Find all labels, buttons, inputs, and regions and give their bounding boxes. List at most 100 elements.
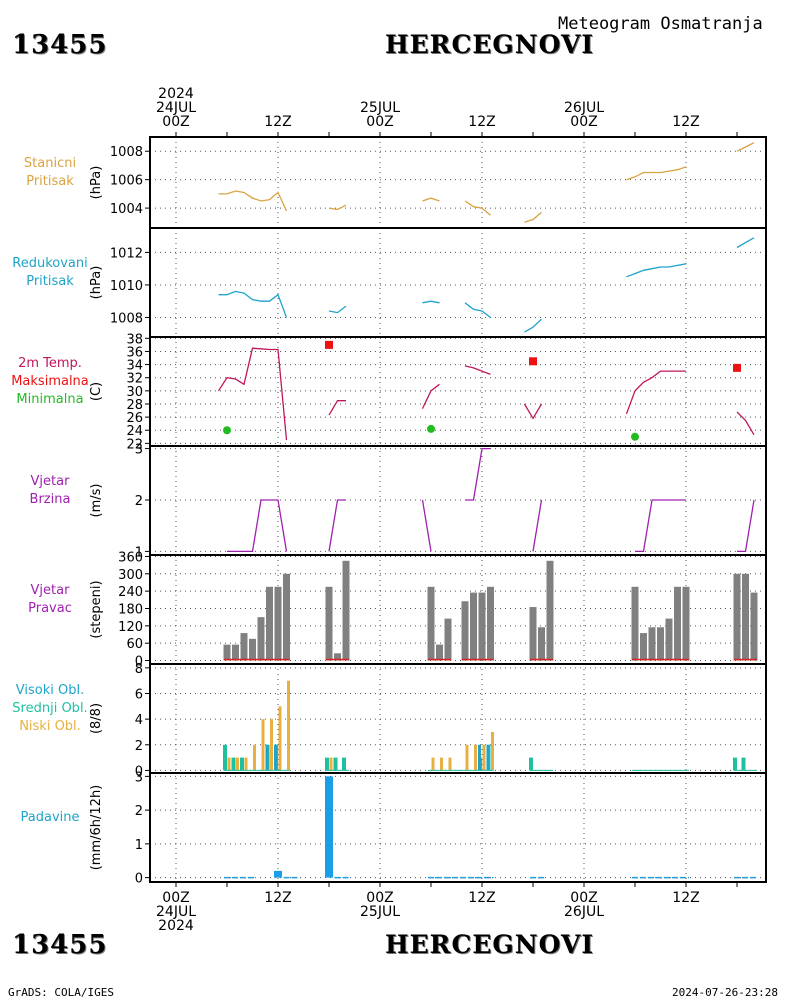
- station-pressure-line: [328, 204, 347, 211]
- footer-credit: GrADS: COLA/IGES: [8, 986, 114, 999]
- y-tick-label: 4: [135, 713, 143, 728]
- wind-direction-bar: [342, 560, 350, 661]
- time-label-line: 12Z: [672, 890, 700, 906]
- footer-timestamp: 2024-07-26-23:28: [672, 986, 778, 999]
- y-tick-label: 1010: [110, 279, 143, 294]
- wind-direction-bar: [529, 607, 537, 661]
- time-label-line: 26JUL: [564, 100, 604, 116]
- station-pressure-line: [626, 166, 687, 181]
- panel-label-line: Redukovani: [12, 255, 88, 271]
- wind-direction-bar: [436, 644, 443, 661]
- time-label-line: 25JUL: [360, 100, 400, 116]
- reduced-pressure-line: [626, 263, 687, 278]
- bottom-time-label: 12Z: [238, 891, 318, 905]
- footer-station-code: 13455: [12, 930, 108, 960]
- wind-direction-bar: [461, 601, 469, 661]
- panel-label-line: Visoki Obl.: [15, 682, 85, 698]
- top-time-label: 2024 24JUL 00Z: [136, 87, 216, 129]
- footer-station-name: HERCEGNOVI: [385, 930, 595, 959]
- station-pressure-line: [736, 142, 755, 152]
- wind-speed-line: [737, 499, 755, 553]
- wind-direction-bar: [742, 573, 749, 661]
- panel-label-line: Padavine: [20, 809, 80, 825]
- precip-bar: [274, 870, 282, 878]
- low-cloud-bar: [465, 744, 469, 771]
- unit-label: (hPa): [89, 166, 104, 200]
- time-label-line: 00Z: [366, 114, 394, 130]
- wind-direction-bar: [274, 586, 282, 661]
- y-tick-label: 1012: [110, 246, 143, 261]
- wind-direction-bar: [223, 644, 231, 661]
- time-label-line: 00Z: [570, 890, 598, 906]
- y-tick-label: 2: [135, 739, 143, 754]
- low-cloud-bar: [491, 731, 494, 771]
- panel-label-line: Srednji Obl.: [12, 700, 88, 716]
- station-code: 13455: [12, 30, 108, 60]
- temperature-line: [464, 365, 491, 376]
- temperature-line: [217, 347, 288, 441]
- reduced-pressure-line: [422, 300, 440, 304]
- y-tick-label: 1008: [110, 311, 143, 326]
- wind-speed-line: [421, 499, 432, 552]
- unit-label: (C): [89, 382, 104, 401]
- low-cloud-bar: [270, 719, 273, 771]
- y-tick-label: 1004: [110, 202, 143, 217]
- wind-direction-bar: [538, 627, 545, 661]
- temperature-line: [328, 400, 346, 416]
- bottom-time-label: 00Z 24JUL 2024: [136, 891, 216, 933]
- time-label-line: 2024: [158, 86, 194, 102]
- time-label-line: 00Z: [366, 890, 394, 906]
- panel-label-reduced-pressure: Redukovani Pritisak: [0, 255, 102, 291]
- wind-direction-bar: [640, 633, 647, 661]
- high-cloud-bar: [478, 744, 481, 771]
- wind-speed-line: [328, 499, 346, 552]
- wind-direction-bar: [478, 592, 486, 661]
- wind-speed-line: [532, 499, 543, 552]
- wind-direction-bar: [334, 653, 341, 661]
- panel-label-line: Maksimalna: [11, 373, 89, 389]
- y-tick-label: 3: [135, 770, 143, 785]
- temperature-line: [421, 383, 440, 409]
- time-label-line: 24JUL: [156, 100, 196, 116]
- min-temp-marker: [427, 424, 435, 433]
- mid-cloud-bar: [240, 757, 244, 771]
- y-tick-label: 60: [126, 637, 143, 652]
- time-label-line: 26JUL: [564, 904, 604, 920]
- y-tick-label: 0: [135, 655, 143, 670]
- low-cloud-bar: [227, 757, 231, 771]
- wind-direction-bar: [487, 586, 494, 661]
- unit-label: (mm/6h/12h): [89, 785, 104, 871]
- min-temp-marker: [631, 432, 639, 441]
- panel-label-line: Pravac: [28, 600, 72, 616]
- mid-cloud-bar: [529, 757, 533, 771]
- y-tick-label: 0: [135, 872, 143, 887]
- wind-direction-bar: [470, 592, 477, 661]
- low-cloud-bar: [287, 680, 290, 771]
- wind-speed-line: [227, 499, 288, 553]
- wind-direction-bar: [257, 617, 265, 661]
- bottom-time-label: 12Z: [646, 891, 726, 905]
- wind-direction-bar: [240, 633, 248, 661]
- y-tick-label: 1008: [110, 145, 143, 160]
- wind-direction-bar: [631, 586, 639, 661]
- high-cloud-bar: [274, 744, 277, 771]
- high-cloud-bar: [486, 744, 490, 771]
- y-tick-label: 28: [126, 398, 143, 413]
- low-cloud-bar: [431, 757, 435, 771]
- time-label-line: 00Z: [570, 114, 598, 130]
- min-temp-marker: [223, 426, 231, 435]
- panel-label-line: 2m Temp.: [18, 355, 82, 371]
- panel-label-line: Brzina: [29, 491, 71, 507]
- y-tick-label: 1006: [110, 174, 143, 189]
- top-time-label: 25JUL 00Z: [340, 101, 420, 129]
- low-cloud-bar: [448, 757, 452, 771]
- mid-cloud-bar: [733, 757, 737, 771]
- reduced-pressure-line: [218, 290, 288, 318]
- station-pressure-line: [464, 200, 491, 216]
- y-tick-label: 32: [126, 372, 143, 387]
- temperature-line: [523, 403, 543, 420]
- mid-cloud-bar: [333, 757, 338, 771]
- y-tick-label: 300: [118, 568, 143, 583]
- time-label-line: 24JUL: [156, 904, 196, 920]
